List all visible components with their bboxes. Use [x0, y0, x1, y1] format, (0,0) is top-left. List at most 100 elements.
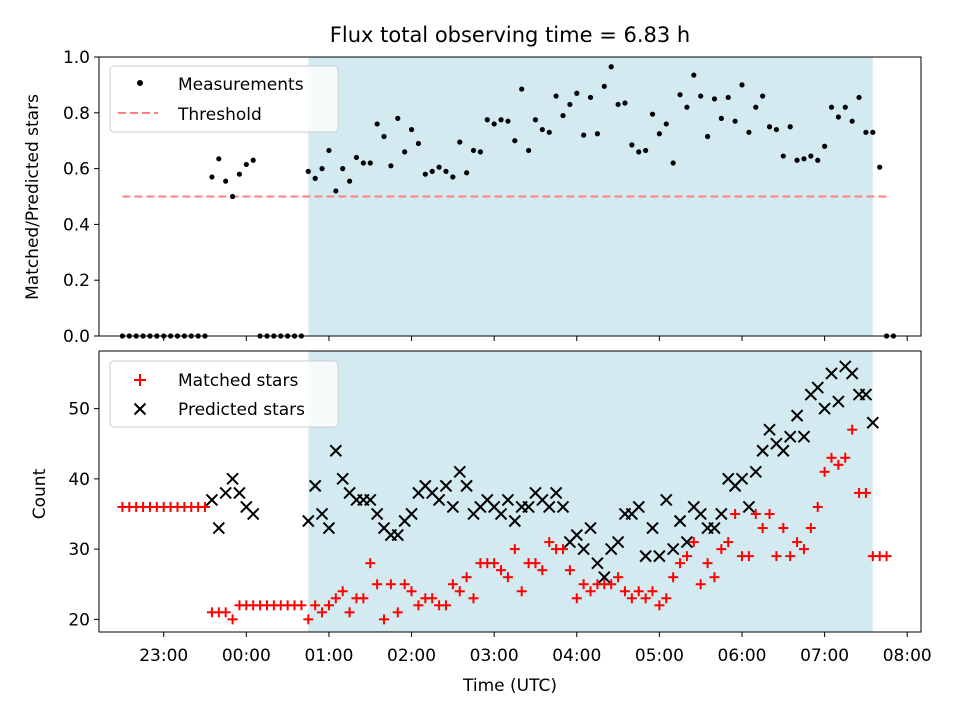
measurement-point — [663, 121, 669, 127]
matched-star-point — [337, 586, 348, 597]
measurement-point — [250, 157, 256, 163]
matched-star-point — [571, 593, 582, 604]
measurement-point — [464, 170, 470, 176]
measurement-point — [704, 133, 711, 140]
measurement-point — [560, 112, 566, 119]
measurement-point — [766, 124, 773, 130]
matched-star-point — [344, 607, 355, 618]
measurement-point — [822, 143, 828, 149]
predicted-star-point — [584, 521, 597, 535]
matched-star-point — [365, 558, 376, 569]
measurement-point — [216, 156, 222, 162]
measurement-point — [629, 142, 635, 148]
predicted-star-point — [446, 500, 460, 514]
top-y-tick-label: 1.0 — [63, 48, 90, 68]
measurement-point — [753, 104, 759, 110]
measurement-point — [477, 149, 483, 155]
bottom-x-ticks: 23:00 00:00 01:00 02:00 03:00 04:00 05:00 06:00… — [139, 632, 932, 666]
matched-star-point — [558, 544, 569, 555]
measurement-point — [498, 117, 504, 123]
matched-star-point — [578, 579, 589, 590]
bottom-y-tick-label: 30 — [68, 540, 90, 560]
predicted-star-point — [405, 507, 418, 521]
matched-star-point — [668, 572, 679, 583]
bottom-x-tick-label: 01:00 — [304, 646, 353, 666]
predicted-star-point — [549, 486, 563, 500]
bottom-x-tick-label: 23:00 — [139, 646, 188, 666]
predicted-star-point — [370, 507, 384, 521]
measurement-point — [698, 93, 704, 99]
bottom-x-tick-label: 03:00 — [470, 646, 519, 666]
predicted-star-point — [653, 549, 666, 563]
measurement-point — [877, 164, 883, 170]
measurement-point — [402, 149, 408, 155]
measurement-point — [381, 133, 387, 140]
measurement-point — [574, 90, 580, 96]
predicted-star-point — [219, 486, 232, 500]
matched-star-point — [716, 544, 727, 555]
measurement-point — [353, 154, 360, 161]
measurement-point — [870, 129, 876, 135]
measurement-point — [525, 147, 532, 154]
predicted-star-point — [818, 402, 831, 415]
predicted-star-point — [735, 472, 749, 486]
measurement-point — [670, 160, 676, 166]
matched-star-point — [310, 600, 321, 611]
predicted-star-point — [364, 493, 377, 507]
predicted-star-point — [797, 430, 811, 443]
measurement-point — [656, 131, 662, 137]
measurement-point — [374, 121, 380, 127]
measurement-point — [229, 193, 236, 200]
measurement-point — [808, 153, 814, 159]
matched-star-point — [392, 607, 403, 618]
bottom-y-tick-label: 40 — [68, 470, 90, 490]
measurement-point — [209, 174, 215, 180]
measurement-point — [360, 160, 366, 166]
bottom-x-tick-label: 00:00 — [222, 646, 271, 666]
matched-star-point — [564, 565, 575, 576]
top-y-tick-label: 0.6 — [63, 160, 90, 180]
predicted-star-point — [501, 493, 515, 507]
predicted-star-point — [694, 507, 707, 521]
predicted-star-point — [639, 549, 652, 563]
matched-star-point — [399, 579, 410, 590]
matched-star-point — [303, 614, 314, 625]
matched-star-point — [757, 523, 768, 534]
measurement-point — [622, 100, 628, 106]
matched-star-point — [619, 586, 630, 597]
matched-star-point — [688, 537, 699, 548]
predicted-star-point — [212, 521, 225, 535]
legend-predicted-marker — [133, 402, 147, 416]
bottom-x-tick-label: 08:00 — [883, 646, 932, 666]
predicted-star-point — [845, 367, 859, 380]
matched-star-point — [792, 537, 803, 548]
predicted-star-point — [646, 521, 659, 535]
matched-star-point — [516, 586, 527, 597]
matched-star-point — [296, 600, 307, 611]
predicted-star-point — [673, 514, 687, 528]
matched-star-point — [743, 551, 754, 562]
measurement-point — [760, 93, 766, 99]
x-axis-label: Time (UTC) — [462, 676, 557, 696]
top-y-tick-label: 0.4 — [63, 215, 90, 235]
measurement-point — [636, 149, 642, 155]
matched-star-point — [661, 593, 672, 604]
top-y-ticks: 0.0 0.2 0.4 0.6 0.8 1.0 — [63, 48, 99, 347]
predicted-star-point — [680, 535, 694, 549]
matched-star-point — [847, 424, 858, 435]
matched-star-point — [613, 572, 624, 583]
measurement-point — [319, 166, 325, 172]
matched-star-point — [881, 551, 892, 562]
measurement-point — [615, 101, 621, 108]
predicted-star-point — [329, 444, 343, 457]
measurement-point — [243, 161, 249, 168]
measurement-point — [422, 171, 428, 177]
predicted-star-point — [632, 500, 645, 514]
matched-star-point — [220, 607, 231, 618]
measurement-point — [505, 118, 511, 124]
matched-star-point — [427, 593, 438, 604]
measurement-point — [739, 82, 745, 88]
matched-star-point — [730, 508, 741, 519]
predicted-star-point — [756, 444, 769, 457]
matched-star-point — [358, 593, 369, 604]
